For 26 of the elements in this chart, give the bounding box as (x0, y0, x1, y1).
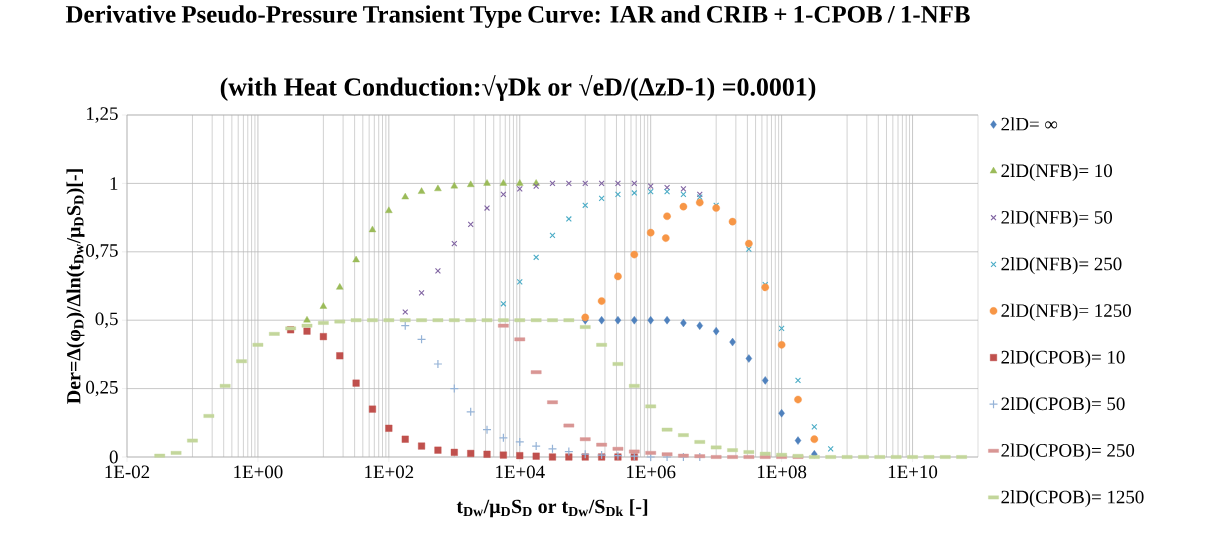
legend-label: 2lD(NFB)= 1250 (1001, 303, 1131, 321)
x-tick-label: 1E+04 (496, 465, 545, 479)
legend-label: 2lD(CPOB)= 50 (1001, 396, 1125, 415)
legend-label: 2lD(NFB)= 50 (1001, 210, 1113, 228)
x-tick-label: 1E+06 (627, 465, 676, 479)
chart-subtitle: (with Heat Conduction:√γDk or √eD/(ΔzD-1) =0.0001) (220, 74, 816, 101)
legend-label: 2lD(CPOB)= 10 (1001, 350, 1125, 368)
x-tick-label: 1E-02 (105, 465, 150, 479)
x-tick-label: 1E+08 (757, 465, 807, 479)
legend-label: 2lD(NFB)= 250 (1001, 257, 1122, 275)
text: Der=Δ(φ$_{D}$)/Δln(t$_{Dw}$/μ$_{D}$S$_{D}$)[-] (66, 169, 85, 404)
legend-label: 2lD= ∞ (1001, 117, 1058, 131)
legend-label: 2lD(CPOB)= 250 (1001, 443, 1135, 461)
legend-label: 2lD(NFB)= 10 (1001, 163, 1113, 181)
y-tick-label: 1,25 (87, 107, 118, 123)
x-tick-label: 1E+10 (888, 465, 938, 479)
legend-label: 2lD(CPOB)= 1250 (1001, 490, 1144, 508)
y-tick-label: 1 (110, 177, 118, 190)
y-tick-label: 0,75 (86, 244, 118, 260)
x-tick-label: 1E+00 (234, 465, 283, 479)
y-tick-label: 0,5 (95, 312, 118, 328)
chart-title: Derivative Pseudo-Pressure Transient Type Curve: IAR and CRIB + 1-CPOB / 1-NFB (65, 5, 970, 28)
text: t$_{Dw}$/μ$_{D}$S$_{D}$ or t$_{Dw}$/S$_{Dk}$ [-] (456, 499, 648, 518)
x-tick-label: 1E+02 (365, 465, 414, 479)
y-tick-label: 0 (109, 450, 118, 464)
y-tick-label: 0,25 (86, 380, 118, 397)
